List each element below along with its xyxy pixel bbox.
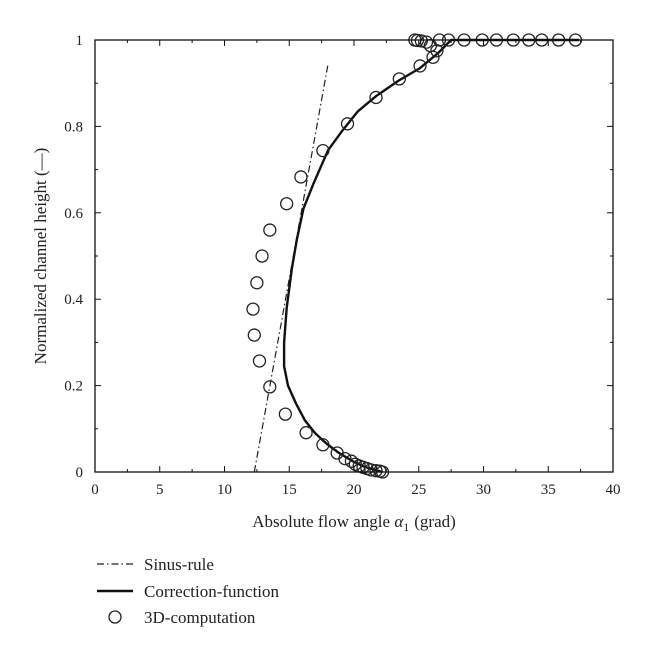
y-tick-label: 0.8 <box>64 119 83 135</box>
legend-label-correction-function: Correction-function <box>144 582 280 601</box>
x-tick-label: 40 <box>606 482 621 498</box>
data-point-3d-computation <box>340 117 355 131</box>
data-point-3d-computation <box>246 302 260 316</box>
x-tick-label: 15 <box>282 482 297 498</box>
data-point-3d-computation <box>280 197 294 211</box>
y-tick-label: 0.6 <box>64 206 83 222</box>
x-tick-label: 35 <box>541 482 556 498</box>
data-point-3d-computation <box>247 328 261 342</box>
data-point-3d-computation <box>263 223 277 237</box>
series-line-correction-function <box>282 38 580 474</box>
data-point-3d-computation <box>316 438 330 452</box>
legend-item-3d-computation: 3D-computation <box>108 608 256 627</box>
data-point-3d-computation <box>299 426 313 440</box>
legend-item-correction-function: Correction-function <box>97 582 280 601</box>
data-point-3d-computation <box>263 380 277 394</box>
legend: Sinus-rule Correction-function 3D-comput… <box>97 555 280 627</box>
plot-frame <box>94 39 614 473</box>
x-axis-label: Absolute flow angle α1 (grad) <box>252 512 456 534</box>
data-point-3d-computation <box>348 457 362 471</box>
data-point-3d-computation <box>250 276 264 290</box>
legend-label-3d-computation: 3D-computation <box>144 608 256 627</box>
y-tick-label: 1 <box>76 33 84 49</box>
y-tick-label: 0.4 <box>64 292 83 308</box>
x-axis-label-text: Absolute flow angle <box>252 512 390 531</box>
data-point-3d-computation <box>392 72 406 86</box>
y-axis-label: Normalized channel height (—) <box>31 148 50 365</box>
data-point-3d-computation <box>330 446 344 460</box>
x-tick-label: 30 <box>476 482 491 498</box>
y-tick-label: 0.2 <box>64 379 83 395</box>
x-tick-label: 0 <box>91 482 99 498</box>
legend-item-sinus-rule: Sinus-rule <box>97 555 214 574</box>
x-tick-label: 20 <box>347 482 362 498</box>
axis-ticks: 0 5 10 15 20 25 30 35 40 0 0.2 0.4 0.6 0.8 1 <box>64 33 620 498</box>
data-point-3d-computation <box>414 34 428 48</box>
x-tick-label: 10 <box>217 482 232 498</box>
data-point-3d-computation <box>278 407 293 421</box>
series-layer <box>246 33 583 479</box>
data-point-3d-computation <box>369 90 383 105</box>
data-point-3d-computation <box>316 143 330 158</box>
x-tick-label: 5 <box>156 482 164 498</box>
data-point-3d-computation <box>373 464 387 478</box>
data-point-3d-computation <box>255 249 269 263</box>
y-tick-label: 0 <box>76 465 84 481</box>
x-axis-label-unit: (grad) <box>414 512 456 531</box>
legend-swatch-3d-computation <box>108 610 122 624</box>
data-point-3d-computation <box>413 59 427 73</box>
data-point-3d-computation <box>344 454 359 468</box>
data-point-3d-computation <box>252 354 267 368</box>
x-tick-label: 25 <box>411 482 426 498</box>
series-3d-computation <box>246 33 583 479</box>
legend-label-sinus-rule: Sinus-rule <box>144 555 214 574</box>
x-axis-label-symbol: α <box>394 512 404 531</box>
x-axis-label-subscript: 1 <box>403 520 409 534</box>
data-point-3d-computation <box>369 464 383 478</box>
data-point-3d-computation <box>294 170 308 184</box>
